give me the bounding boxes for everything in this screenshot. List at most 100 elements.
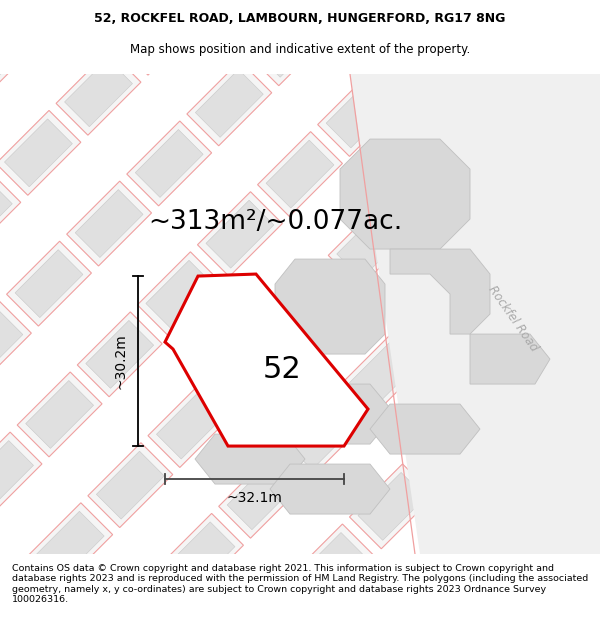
Polygon shape: [0, 441, 34, 509]
Polygon shape: [275, 384, 395, 444]
Polygon shape: [28, 503, 113, 588]
Polygon shape: [390, 249, 490, 334]
Polygon shape: [195, 434, 305, 484]
Polygon shape: [559, 554, 600, 622]
Polygon shape: [88, 442, 173, 528]
Polygon shape: [448, 82, 533, 167]
Polygon shape: [157, 391, 224, 459]
Polygon shape: [0, 179, 12, 247]
Polygon shape: [0, 301, 31, 386]
Polygon shape: [7, 241, 91, 326]
Polygon shape: [0, 432, 42, 517]
Polygon shape: [187, 61, 272, 146]
Polygon shape: [527, 161, 596, 229]
Polygon shape: [298, 532, 366, 601]
Polygon shape: [459, 213, 544, 298]
Polygon shape: [0, 48, 2, 116]
Polygon shape: [509, 22, 593, 107]
Polygon shape: [148, 382, 233, 468]
Polygon shape: [428, 543, 497, 611]
Polygon shape: [116, 0, 201, 75]
Polygon shape: [551, 545, 600, 625]
Polygon shape: [478, 352, 546, 420]
Polygon shape: [388, 142, 473, 227]
Polygon shape: [15, 250, 83, 318]
Polygon shape: [65, 59, 133, 127]
Polygon shape: [519, 153, 600, 238]
Polygon shape: [0, 571, 44, 625]
Polygon shape: [370, 404, 480, 454]
Polygon shape: [317, 71, 403, 156]
Polygon shape: [190, 334, 310, 384]
Polygon shape: [137, 252, 222, 337]
Polygon shape: [337, 211, 404, 279]
Polygon shape: [256, 9, 323, 78]
Polygon shape: [165, 274, 368, 446]
Polygon shape: [418, 412, 486, 480]
Polygon shape: [0, 0, 70, 64]
Polygon shape: [590, 224, 600, 308]
Polygon shape: [158, 513, 244, 598]
Polygon shape: [17, 372, 102, 457]
Polygon shape: [270, 464, 390, 514]
Polygon shape: [579, 92, 600, 178]
Polygon shape: [275, 259, 385, 354]
Polygon shape: [127, 121, 212, 206]
Polygon shape: [75, 189, 143, 258]
Polygon shape: [146, 260, 214, 328]
Polygon shape: [541, 414, 600, 499]
Polygon shape: [247, 1, 332, 86]
Polygon shape: [347, 342, 415, 409]
Text: ~32.1m: ~32.1m: [227, 491, 283, 505]
Polygon shape: [467, 221, 535, 289]
Polygon shape: [349, 464, 434, 549]
Text: Map shows position and indicative extent of the property.: Map shows position and indicative extent…: [130, 42, 470, 56]
Polygon shape: [326, 80, 394, 148]
Polygon shape: [257, 132, 343, 216]
Polygon shape: [339, 333, 424, 418]
Polygon shape: [410, 404, 494, 489]
Polygon shape: [470, 344, 554, 429]
Polygon shape: [517, 31, 585, 98]
Polygon shape: [135, 129, 203, 198]
Polygon shape: [218, 453, 304, 538]
Polygon shape: [470, 334, 550, 384]
Polygon shape: [340, 139, 470, 249]
Polygon shape: [420, 534, 505, 619]
Polygon shape: [266, 140, 334, 208]
Polygon shape: [56, 51, 141, 135]
Polygon shape: [206, 200, 274, 268]
Polygon shape: [197, 192, 283, 277]
Text: ~30.2m: ~30.2m: [114, 333, 128, 389]
Polygon shape: [227, 462, 295, 530]
Polygon shape: [549, 423, 600, 491]
Polygon shape: [77, 312, 162, 397]
Text: 52, ROCKFEL ROAD, LAMBOURN, HUNGERFORD, RG17 8NG: 52, ROCKFEL ROAD, LAMBOURN, HUNGERFORD, …: [94, 12, 506, 25]
Polygon shape: [196, 69, 263, 138]
Text: 52: 52: [263, 354, 301, 384]
Polygon shape: [350, 74, 600, 554]
Polygon shape: [397, 151, 465, 219]
Polygon shape: [530, 284, 600, 369]
Polygon shape: [386, 20, 454, 88]
Polygon shape: [0, 563, 53, 625]
Polygon shape: [480, 474, 565, 559]
Polygon shape: [277, 271, 344, 339]
Polygon shape: [457, 91, 525, 159]
Polygon shape: [0, 111, 81, 195]
Polygon shape: [0, 0, 62, 56]
Polygon shape: [328, 202, 413, 288]
Polygon shape: [125, 0, 193, 67]
Polygon shape: [378, 11, 463, 96]
Polygon shape: [538, 292, 600, 360]
Text: ~313m²/~0.077ac.: ~313m²/~0.077ac.: [148, 209, 402, 235]
Polygon shape: [287, 402, 355, 469]
Polygon shape: [0, 310, 23, 378]
Polygon shape: [289, 524, 374, 609]
Polygon shape: [217, 331, 284, 399]
Polygon shape: [86, 321, 154, 388]
Polygon shape: [36, 511, 104, 579]
Polygon shape: [598, 232, 600, 300]
Polygon shape: [358, 472, 426, 540]
Polygon shape: [279, 393, 364, 478]
